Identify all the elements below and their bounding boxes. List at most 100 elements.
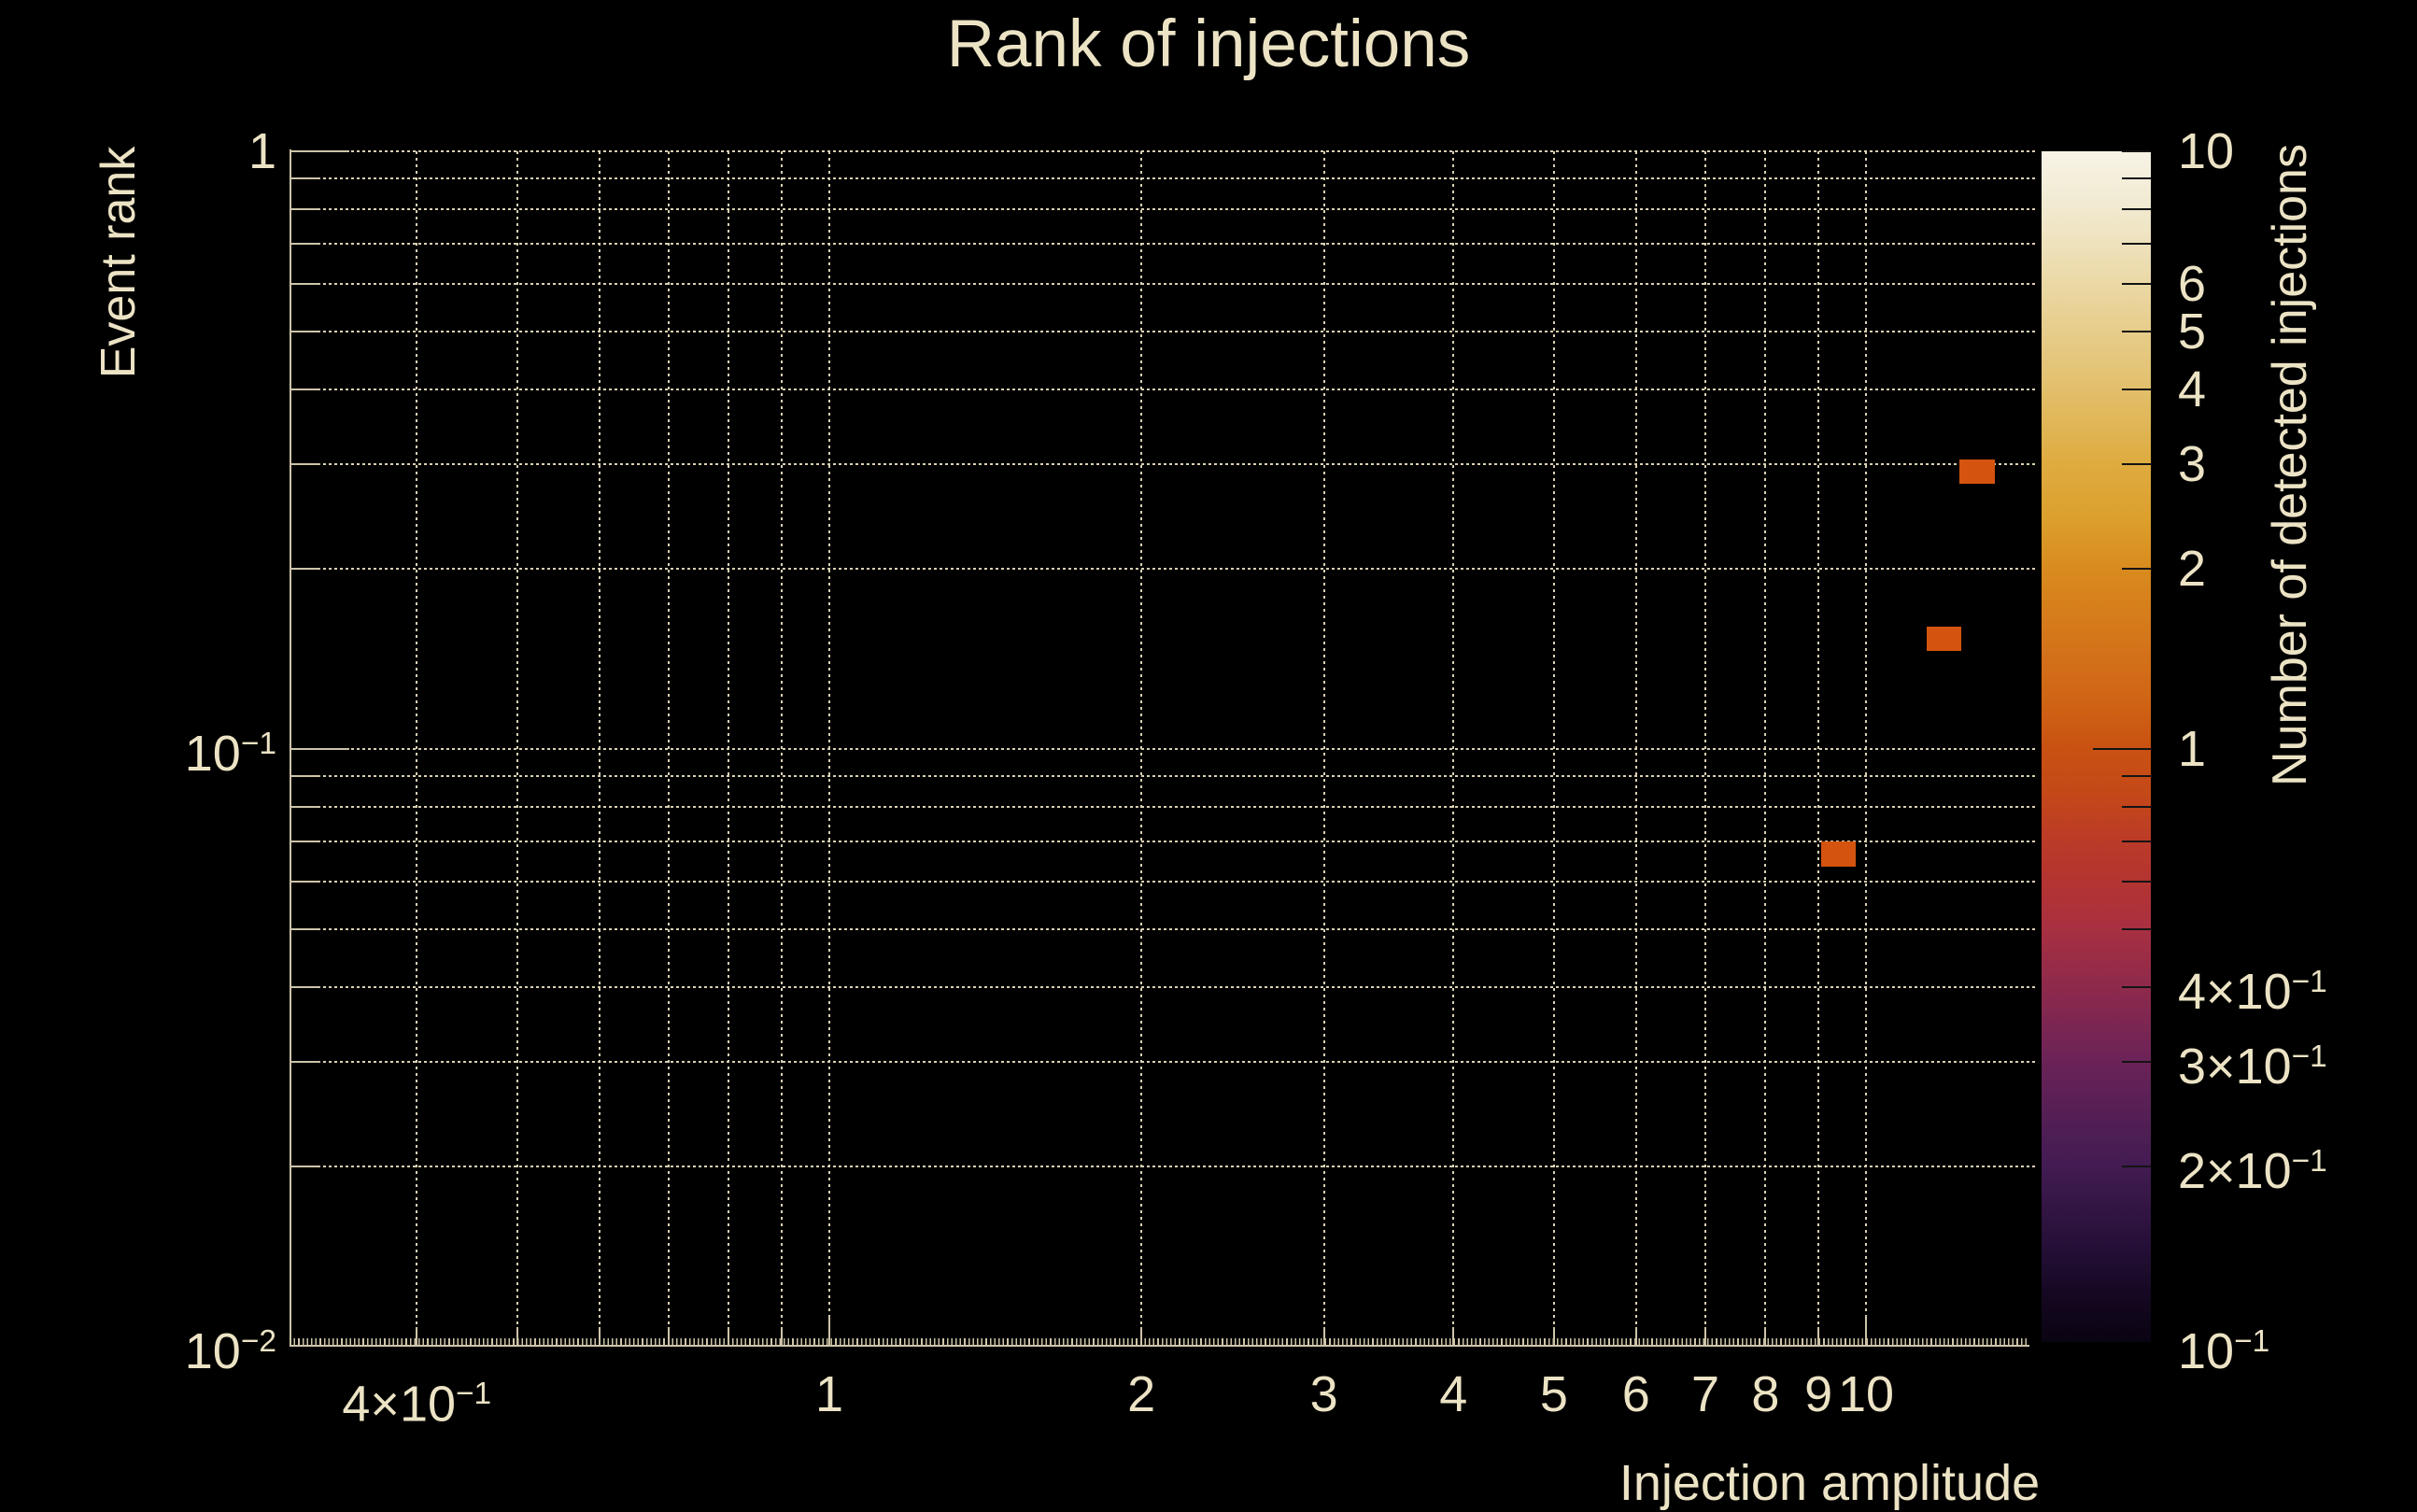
y-tick — [291, 1166, 320, 1168]
y-gridline — [290, 880, 2038, 883]
z-tick-label: 6 — [2178, 255, 2207, 312]
y-tick-label: 10−2 — [184, 1323, 276, 1380]
x-tick-label: 6 — [1621, 1366, 1650, 1422]
y-tick — [291, 841, 320, 843]
y-gridline — [290, 208, 2038, 211]
y-gridline — [290, 388, 2038, 390]
y-gridline — [290, 462, 2038, 465]
colorbar-tick — [2122, 927, 2151, 930]
x-axis-minor-ruler — [290, 1338, 2029, 1346]
y-tick — [291, 1060, 320, 1063]
x-tick — [1764, 1327, 1767, 1345]
y-gridline — [290, 330, 2038, 332]
z-tick-label: 4 — [2178, 360, 2207, 417]
y-tick — [291, 775, 320, 778]
y-gridline — [290, 568, 2038, 571]
colorbar-tick — [2122, 1060, 2151, 1063]
y-gridline — [290, 1166, 2038, 1168]
colorbar-tick — [2122, 841, 2151, 843]
x-tick-label: 5 — [1539, 1366, 1568, 1422]
z-tick-label: 3 — [2178, 435, 2207, 492]
z-tick-label: 2 — [2178, 541, 2207, 598]
x-tick — [1322, 1327, 1325, 1345]
y-gridline — [290, 243, 2038, 246]
z-tick-label: 10−1 — [2178, 1323, 2270, 1380]
z-tick-label: 5 — [2178, 303, 2207, 360]
y-tick — [291, 568, 320, 571]
y-tick — [291, 243, 320, 246]
y-gridline — [290, 282, 2038, 285]
y-tick — [291, 282, 320, 285]
y-tick — [291, 388, 320, 390]
y-gridline — [290, 927, 2038, 930]
y-tick — [291, 330, 320, 332]
colorbar-tick — [2122, 388, 2151, 390]
colorbar-tick — [2122, 177, 2151, 180]
colorbar-gradient — [2042, 150, 2151, 1342]
heatmap-cell — [1959, 459, 1995, 485]
colorbar-tick — [2122, 282, 2151, 285]
x-tick-label: 1 — [814, 1366, 844, 1422]
x-tick — [1865, 1316, 1867, 1345]
x-tick — [1634, 1327, 1637, 1345]
x-tick-label: 9 — [1804, 1366, 1833, 1422]
x-tick — [1452, 1327, 1455, 1345]
x-tick — [516, 1327, 518, 1345]
y-axis-title: Event rank — [92, 146, 146, 379]
colorbar-tick — [2122, 775, 2151, 778]
colorbar-tick — [2122, 880, 2151, 883]
x-tick — [781, 1327, 784, 1345]
y-gridline — [290, 177, 2038, 180]
colorbar-tick — [2093, 748, 2151, 750]
y-tick — [291, 177, 320, 180]
x-tick-label: 3 — [1309, 1366, 1338, 1422]
colorbar-tick — [2122, 1166, 2151, 1168]
chart-title: Rank of injections — [946, 7, 1471, 81]
y-tick — [291, 927, 320, 930]
x-tick-label: 4×10−1 — [342, 1376, 492, 1433]
z-tick-label: 1 — [2178, 721, 2207, 777]
x-tick-label: 10 — [1837, 1366, 1895, 1422]
colorbar-tick — [2122, 243, 2151, 246]
heatmap-cell — [1820, 841, 1856, 867]
colorbar-tick — [2122, 985, 2151, 988]
x-tick — [1552, 1327, 1555, 1345]
y-gridline — [290, 775, 2038, 778]
y-gridline — [290, 806, 2038, 809]
y-tick — [291, 806, 320, 809]
x-axis-line — [290, 1345, 2029, 1347]
x-tick-label: 2 — [1127, 1366, 1156, 1422]
x-tick — [728, 1327, 730, 1345]
x-tick — [416, 1327, 418, 1345]
y-tick-label: 10−1 — [184, 726, 276, 783]
y-gridline — [290, 150, 2038, 152]
x-tick-label: 8 — [1751, 1366, 1780, 1422]
colorbar-tick — [2122, 150, 2151, 152]
z-tick-label: 10 — [2178, 123, 2235, 179]
y-gridline — [290, 985, 2038, 988]
y-tick-label: 1 — [247, 123, 276, 179]
y-tick — [291, 462, 320, 465]
x-tick — [1817, 1327, 1820, 1345]
x-axis-title: Injection amplitude — [1618, 1455, 2041, 1511]
y-gridline — [290, 1060, 2038, 1063]
z-tick-label: 2×10−1 — [2178, 1143, 2327, 1200]
y-tick — [291, 880, 320, 883]
y-gridline — [290, 748, 2038, 750]
y-gridline — [290, 841, 2038, 843]
z-tick-label: 4×10−1 — [2178, 963, 2327, 1020]
colorbar-tick — [2122, 568, 2151, 571]
colorbar-tick — [2122, 806, 2151, 809]
x-tick — [1704, 1327, 1707, 1345]
x-tick — [598, 1327, 601, 1345]
y-tick — [291, 748, 349, 750]
colorbar-tick — [2122, 330, 2151, 332]
x-tick-label: 7 — [1691, 1366, 1720, 1422]
x-tick — [828, 1316, 830, 1345]
z-tick-label: 3×10−1 — [2178, 1038, 2327, 1095]
colorbar-title: Number of detected injections — [2263, 144, 2317, 786]
colorbar-tick — [2122, 462, 2151, 465]
y-axis-line — [290, 149, 291, 1347]
y-tick — [291, 150, 349, 152]
x-tick — [668, 1327, 671, 1345]
